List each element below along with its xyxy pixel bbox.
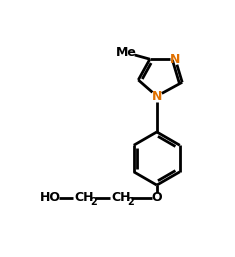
Text: 2: 2 — [127, 197, 134, 207]
Text: CH: CH — [74, 191, 94, 204]
Text: CH: CH — [111, 191, 131, 204]
Text: N: N — [152, 90, 162, 103]
Text: N: N — [170, 53, 180, 66]
Text: HO: HO — [40, 191, 61, 204]
Text: 2: 2 — [90, 197, 97, 207]
Text: Me: Me — [116, 46, 137, 59]
Text: O: O — [152, 191, 162, 204]
